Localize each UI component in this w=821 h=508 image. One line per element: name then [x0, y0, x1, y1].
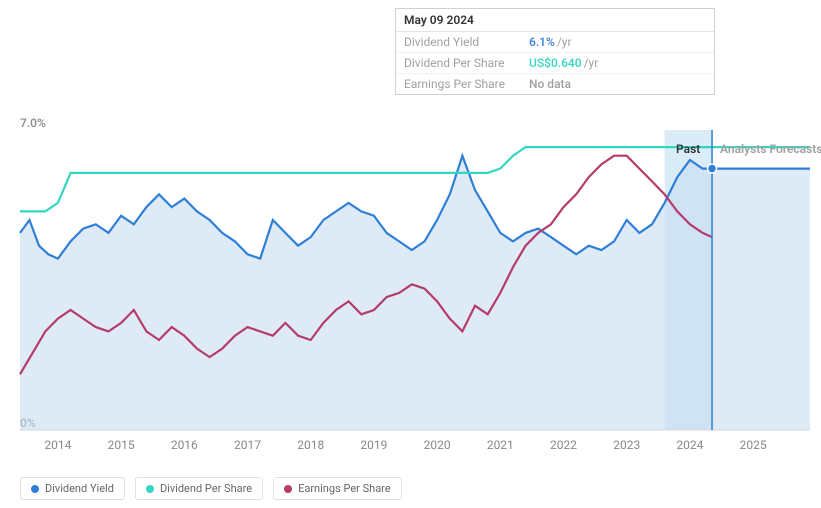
- x-axis-label: 2018: [297, 438, 324, 452]
- tooltip-row-value: 6.1%: [529, 35, 555, 49]
- x-axis-label: 2015: [108, 438, 135, 452]
- legend-item-dividend-per-share[interactable]: Dividend Per Share: [135, 477, 263, 500]
- now-marker-dot: [708, 164, 717, 173]
- x-axis-label: 2023: [613, 438, 640, 452]
- x-axis-label: 2017: [234, 438, 261, 452]
- tooltip-row-label: Dividend Per Share: [404, 56, 529, 70]
- tooltip-row-label: Earnings Per Share: [404, 77, 529, 91]
- tooltip-row: Dividend Per ShareUS$0.640/yr: [396, 53, 714, 74]
- x-axis-label: 2016: [171, 438, 198, 452]
- legend-label: Earnings Per Share: [298, 482, 391, 495]
- legend-item-dividend-yield[interactable]: Dividend Yield: [20, 477, 125, 500]
- dividend-chart: May 09 2024 Dividend Yield6.1%/yrDividen…: [0, 0, 821, 508]
- tooltip-row-label: Dividend Yield: [404, 35, 529, 49]
- legend-label: Dividend Yield: [45, 482, 114, 495]
- legend-item-earnings-per-share[interactable]: Earnings Per Share: [273, 477, 402, 500]
- legend-dot-icon: [146, 485, 154, 493]
- tooltip-row: Dividend Yield6.1%/yr: [396, 32, 714, 53]
- dividend-yield-area: [20, 156, 810, 430]
- x-axis-label: 2014: [44, 438, 71, 452]
- tooltip-row-value: US$0.640: [529, 56, 582, 70]
- legend-dot-icon: [31, 485, 39, 493]
- x-axis-label: 2021: [487, 438, 514, 452]
- x-axis-label: 2025: [740, 438, 767, 452]
- tooltip-row-unit: /yr: [557, 35, 572, 49]
- tooltip-row-value: No data: [529, 77, 571, 91]
- x-axis-label: 2020: [424, 438, 451, 452]
- tooltip-row-unit: /yr: [584, 56, 599, 70]
- tooltip-row: Earnings Per ShareNo data: [396, 74, 714, 94]
- chart-legend: Dividend Yield Dividend Per Share Earnings…: [20, 477, 402, 500]
- chart-tooltip: May 09 2024 Dividend Yield6.1%/yrDividen…: [395, 8, 715, 95]
- tooltip-date: May 09 2024: [396, 9, 714, 32]
- forecast-label: Analysts Forecasts: [720, 142, 821, 156]
- x-axis-label: 2019: [360, 438, 387, 452]
- legend-dot-icon: [284, 485, 292, 493]
- x-axis-label: 2024: [676, 438, 703, 452]
- past-label: Past: [676, 142, 700, 156]
- x-axis-label: 2022: [550, 438, 577, 452]
- legend-label: Dividend Per Share: [160, 482, 252, 495]
